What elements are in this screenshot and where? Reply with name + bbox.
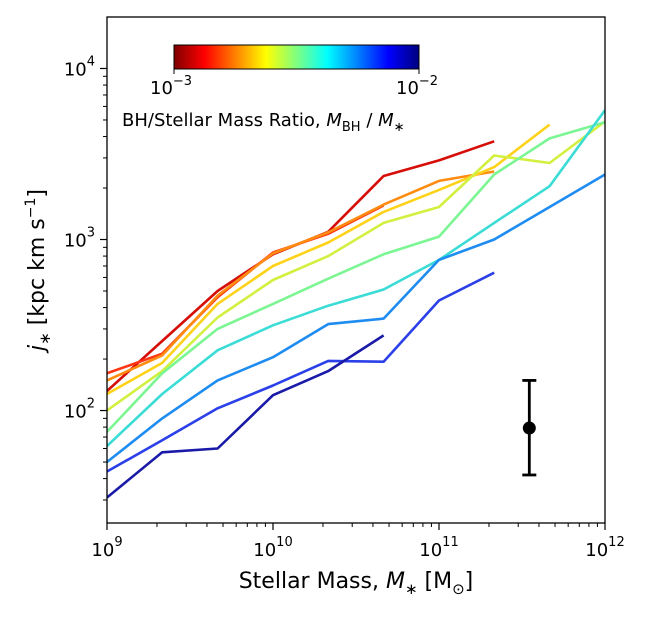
plot-background	[107, 17, 605, 523]
errorbar-point	[522, 421, 536, 435]
ticks-layer: 109 1010 1011 1012 102 103 104	[64, 54, 625, 561]
x-tick-label: 1010	[253, 535, 292, 561]
y-tick-label: 103	[64, 226, 95, 252]
colorbar-title: BH/Stellar Mass Ratio, MBH / M∗	[122, 110, 405, 135]
series-line-8	[107, 173, 605, 464]
x-tick-label: 1012	[585, 535, 624, 561]
series-line-5	[107, 120, 605, 412]
series-line-6	[107, 120, 605, 433]
plot-frame	[106, 16, 606, 524]
y-tick-label: 104	[64, 54, 95, 80]
colorbar-min-label: 10−3	[150, 74, 192, 99]
series-line-3	[107, 170, 495, 382]
errorbar-layer	[522, 379, 537, 477]
y-axis-label: j∗ [kpc km s−1]	[23, 189, 54, 354]
colorbar-max-label: 10−2	[396, 74, 438, 99]
x-tick-label: 1011	[419, 535, 458, 561]
x-tick-label: 109	[91, 535, 122, 561]
series-line-7	[107, 109, 605, 447]
x-axis-label: Stellar Mass, M∗ [M⊙]	[239, 569, 474, 598]
series-layer	[107, 109, 605, 499]
colorbar-gradient	[173, 44, 420, 70]
series-line-4	[107, 123, 551, 396]
series-line-9	[107, 271, 495, 473]
y-tick-label: 102	[64, 397, 95, 423]
series-line-10	[107, 334, 385, 499]
colorbar: 10−3 10−2 BH/Stellar Mass Ratio, MBH / M…	[122, 44, 438, 135]
